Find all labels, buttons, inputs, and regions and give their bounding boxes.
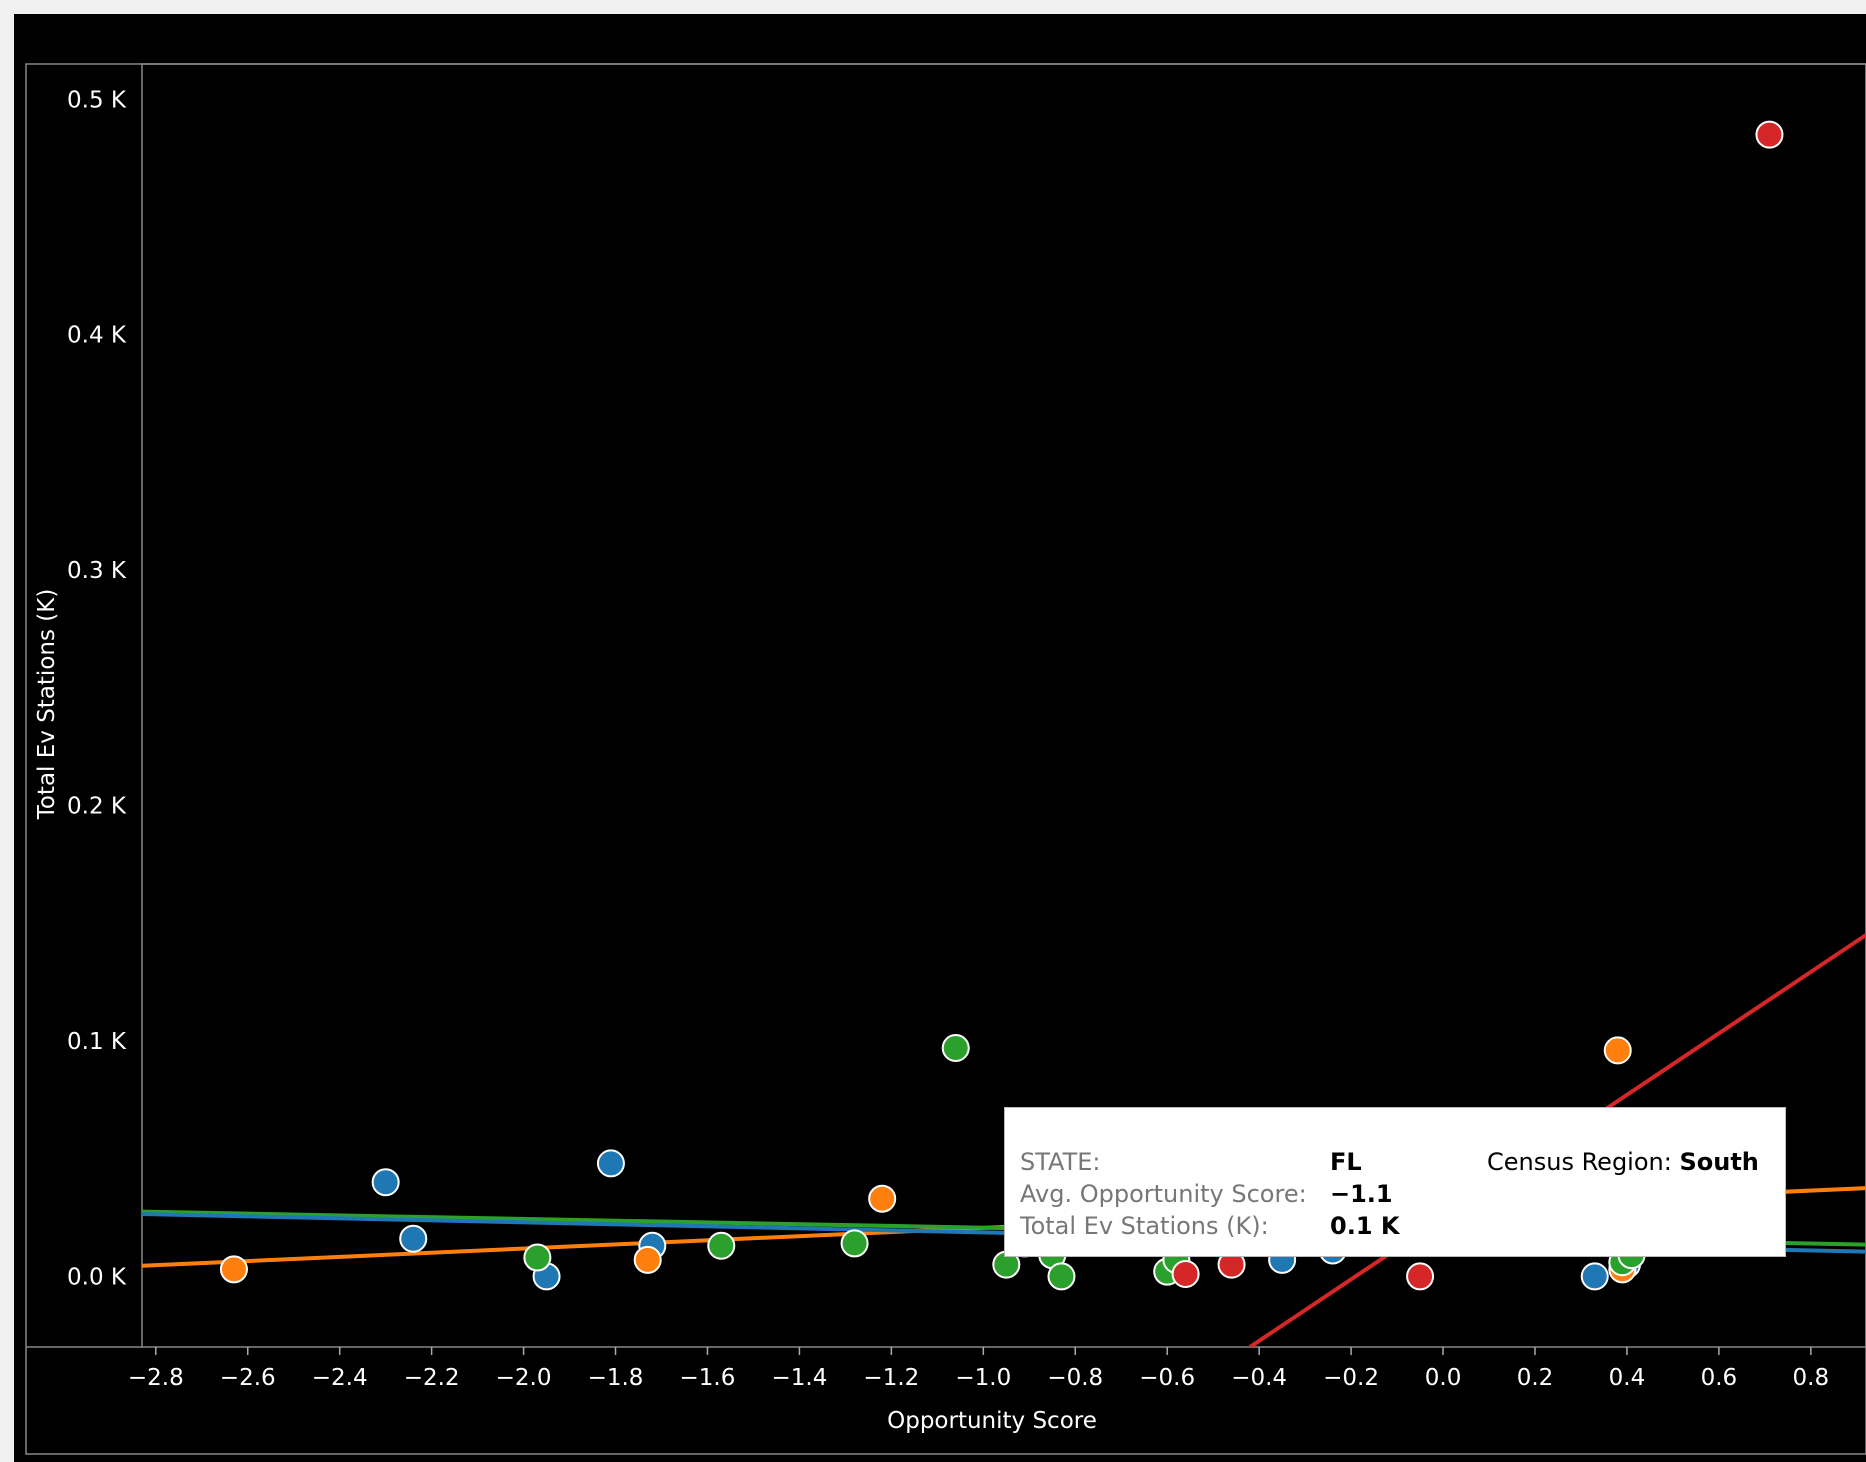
x-tick-label: −0.6 xyxy=(1139,1365,1195,1391)
x-tick-label: −0.2 xyxy=(1323,1365,1379,1391)
data-point[interactable] xyxy=(868,1184,897,1213)
data-point[interactable] xyxy=(1755,120,1784,149)
tooltip-score-label: Avg. Opportunity Score: xyxy=(1020,1180,1307,1208)
data-point[interactable] xyxy=(1171,1260,1200,1289)
x-tick-label: −1.4 xyxy=(771,1365,827,1391)
x-tick-label: −0.8 xyxy=(1047,1365,1103,1391)
data-point[interactable] xyxy=(371,1168,400,1197)
x-tick-label: −2.8 xyxy=(128,1365,184,1391)
plot-area-border xyxy=(141,63,1866,1348)
x-tick-label: 0.4 xyxy=(1609,1365,1646,1391)
data-point[interactable] xyxy=(219,1255,248,1284)
x-tick-label: −2.2 xyxy=(404,1365,460,1391)
x-axis-ticks: −2.8 −2.6 −2.4 −2.2 −2.0 −1.8 −1.6 −1.4 −1.2 −1.0… xyxy=(128,1347,1829,1391)
tooltip-stations-value: 0.1 K xyxy=(1330,1212,1400,1240)
x-tick-label: 0.8 xyxy=(1793,1365,1830,1391)
tooltip-region: Census Region: South xyxy=(1487,1148,1759,1176)
x-tick-label: −1.8 xyxy=(588,1365,644,1391)
x-axis-title: Opportunity Score xyxy=(887,1408,1097,1434)
data-point[interactable] xyxy=(399,1224,428,1253)
hover-tooltip: STATE: FL Census Region: South Avg. Oppo… xyxy=(1004,1107,1786,1257)
data-point[interactable] xyxy=(523,1243,552,1272)
data-point[interactable] xyxy=(1047,1262,1076,1291)
tooltip-stations-label: Total Ev Stations (K): xyxy=(1020,1212,1269,1240)
x-tick-label: −2.0 xyxy=(496,1365,552,1391)
x-tick-label: 0.0 xyxy=(1425,1365,1462,1391)
x-tick-label: −2.4 xyxy=(312,1365,368,1391)
data-point[interactable] xyxy=(1580,1262,1609,1291)
x-tick-label: −1.0 xyxy=(955,1365,1011,1391)
tooltip-region-value: South xyxy=(1679,1148,1759,1176)
data-point[interactable] xyxy=(633,1245,662,1274)
tooltip-score-value: −1.1 xyxy=(1330,1180,1393,1208)
tooltip-state-label: STATE: xyxy=(1020,1148,1101,1176)
data-point[interactable] xyxy=(840,1229,869,1258)
y-tick-label: 0.1 K xyxy=(67,1029,127,1055)
data-point[interactable] xyxy=(941,1034,970,1063)
x-tick-label: 0.2 xyxy=(1517,1365,1554,1391)
tooltip-state-value: FL xyxy=(1330,1148,1362,1176)
data-point[interactable] xyxy=(1603,1036,1632,1065)
y-tick-label: 0.0 K xyxy=(67,1264,127,1290)
y-axis-ticks: 0.0 K 0.1 K 0.2 K 0.3 K 0.4 K 0.5 K xyxy=(67,87,127,1290)
chart-frame: Total Ev Stations (K) Opportunity Score … xyxy=(14,14,1866,1462)
x-tick-label: −1.2 xyxy=(863,1365,919,1391)
data-point[interactable] xyxy=(1406,1262,1435,1291)
x-tick-label: 0.6 xyxy=(1701,1365,1738,1391)
x-tick-label: −1.6 xyxy=(680,1365,736,1391)
tooltip-region-label: Census Region: xyxy=(1487,1148,1672,1176)
data-point[interactable] xyxy=(707,1231,736,1260)
x-tick-label: −2.6 xyxy=(220,1365,276,1391)
y-tick-label: 0.5 K xyxy=(67,87,127,113)
y-axis-title: Total Ev Stations (K) xyxy=(34,589,60,821)
x-tick-label: −0.4 xyxy=(1231,1365,1287,1391)
data-point[interactable] xyxy=(596,1149,625,1178)
y-tick-label: 0.3 K xyxy=(67,558,127,584)
y-tick-label: 0.4 K xyxy=(67,323,127,349)
y-tick-label: 0.2 K xyxy=(67,794,127,820)
